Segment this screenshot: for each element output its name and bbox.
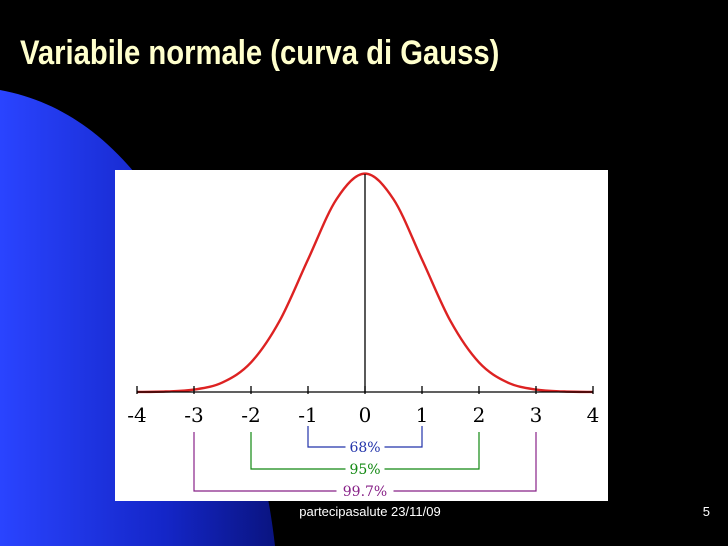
- range-label-bg-0: [345, 438, 385, 454]
- range-label-bg-1: [345, 460, 385, 476]
- annotation-layer: 68% 95% 99.7%: [193, 426, 537, 500]
- range-label-0: 68%: [349, 440, 380, 456]
- axis-layer: -4 -3 -2 -1 0 1 2 3 4: [127, 174, 599, 427]
- x-tick-label-8: 4: [587, 403, 600, 427]
- x-tick-label-6: 2: [473, 403, 486, 427]
- x-tick-label-0: -4: [127, 403, 146, 427]
- chart-panel: -4 -3 -2 -1 0 1 2 3 4 68% 95% 99.7%: [115, 170, 608, 501]
- x-tick-label-7: 3: [530, 403, 543, 427]
- curve-layer: [136, 172, 594, 394]
- range-label-2: 99.7%: [343, 484, 387, 500]
- slide-title: Variabile normale (curva di Gauss): [20, 34, 500, 72]
- gauss-chart: -4 -3 -2 -1 0 1 2 3 4 68% 95% 99.7%: [127, 172, 599, 500]
- x-tick-label-5: 1: [416, 403, 429, 427]
- x-tick-label-3: -1: [298, 403, 317, 427]
- slide-number: 5: [702, 504, 710, 519]
- x-tick-label-4: 0: [359, 403, 372, 427]
- x-tick-label-2: -2: [241, 403, 260, 427]
- range-label-1: 95%: [349, 462, 380, 478]
- series-line-0: [136, 172, 594, 394]
- footer-text: partecipasalute 23/11/09: [299, 504, 441, 519]
- range-label-bg-2: [336, 482, 394, 498]
- x-tick-label-1: -3: [184, 403, 203, 427]
